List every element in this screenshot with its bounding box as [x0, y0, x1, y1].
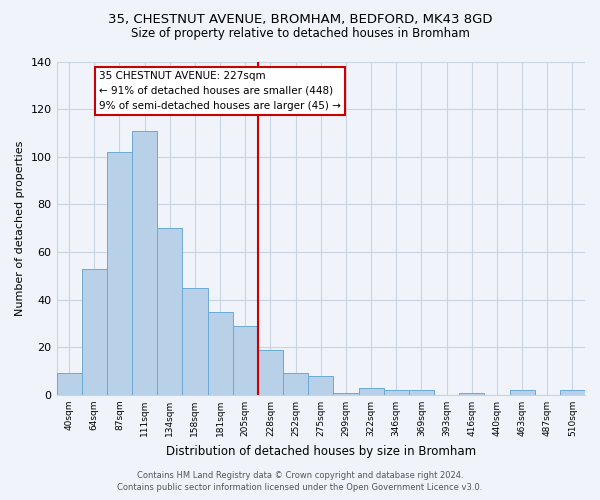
Bar	[409, 390, 434, 395]
Bar	[308, 376, 334, 395]
Bar	[132, 130, 157, 395]
Bar	[334, 392, 359, 395]
Bar	[560, 390, 585, 395]
Bar	[509, 390, 535, 395]
Text: Size of property relative to detached houses in Bromham: Size of property relative to detached ho…	[131, 28, 469, 40]
Text: 35 CHESTNUT AVENUE: 227sqm
← 91% of detached houses are smaller (448)
9% of semi: 35 CHESTNUT AVENUE: 227sqm ← 91% of deta…	[100, 71, 341, 110]
Y-axis label: Number of detached properties: Number of detached properties	[15, 140, 25, 316]
Bar	[359, 388, 383, 395]
Bar	[157, 228, 182, 395]
X-axis label: Distribution of detached houses by size in Bromham: Distribution of detached houses by size …	[166, 444, 476, 458]
Text: 35, CHESTNUT AVENUE, BROMHAM, BEDFORD, MK43 8GD: 35, CHESTNUT AVENUE, BROMHAM, BEDFORD, M…	[108, 12, 492, 26]
Bar	[459, 392, 484, 395]
Bar	[182, 288, 208, 395]
Bar	[107, 152, 132, 395]
Text: Contains HM Land Registry data © Crown copyright and database right 2024.
Contai: Contains HM Land Registry data © Crown c…	[118, 471, 482, 492]
Bar	[233, 326, 258, 395]
Bar	[283, 374, 308, 395]
Bar	[383, 390, 409, 395]
Bar	[56, 374, 82, 395]
Bar	[258, 350, 283, 395]
Bar	[208, 312, 233, 395]
Bar	[82, 268, 107, 395]
